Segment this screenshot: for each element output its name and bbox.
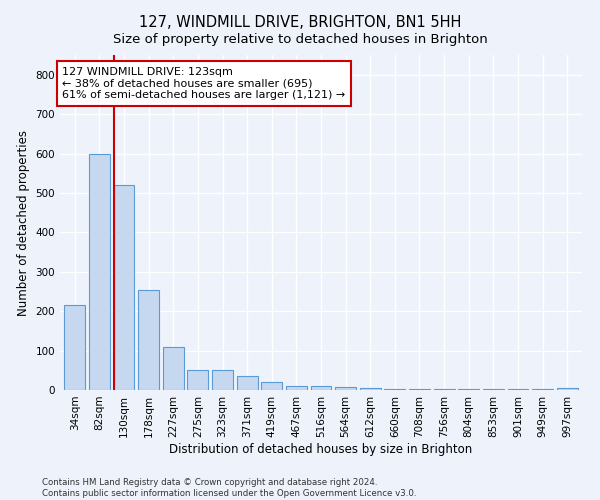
Bar — [187, 370, 208, 390]
Bar — [458, 389, 479, 390]
Bar — [385, 389, 406, 390]
Text: 127 WINDMILL DRIVE: 123sqm
← 38% of detached houses are smaller (695)
61% of sem: 127 WINDMILL DRIVE: 123sqm ← 38% of deta… — [62, 67, 346, 100]
Text: Size of property relative to detached houses in Brighton: Size of property relative to detached ho… — [113, 32, 487, 46]
Bar — [335, 387, 356, 390]
Bar — [483, 389, 504, 390]
Bar — [286, 386, 307, 390]
Bar — [532, 389, 553, 390]
Bar — [113, 185, 134, 390]
Bar — [236, 376, 257, 390]
Bar — [261, 382, 282, 390]
Y-axis label: Number of detached properties: Number of detached properties — [17, 130, 30, 316]
X-axis label: Distribution of detached houses by size in Brighton: Distribution of detached houses by size … — [169, 442, 473, 456]
Bar — [64, 306, 85, 390]
Bar — [89, 154, 110, 390]
Bar — [212, 370, 233, 390]
Bar — [508, 389, 529, 390]
Bar — [434, 389, 455, 390]
Bar — [311, 386, 331, 390]
Bar — [360, 388, 381, 390]
Bar — [138, 290, 159, 390]
Bar — [557, 388, 578, 390]
Text: Contains HM Land Registry data © Crown copyright and database right 2024.
Contai: Contains HM Land Registry data © Crown c… — [42, 478, 416, 498]
Bar — [409, 389, 430, 390]
Text: 127, WINDMILL DRIVE, BRIGHTON, BN1 5HH: 127, WINDMILL DRIVE, BRIGHTON, BN1 5HH — [139, 15, 461, 30]
Bar — [163, 346, 184, 390]
